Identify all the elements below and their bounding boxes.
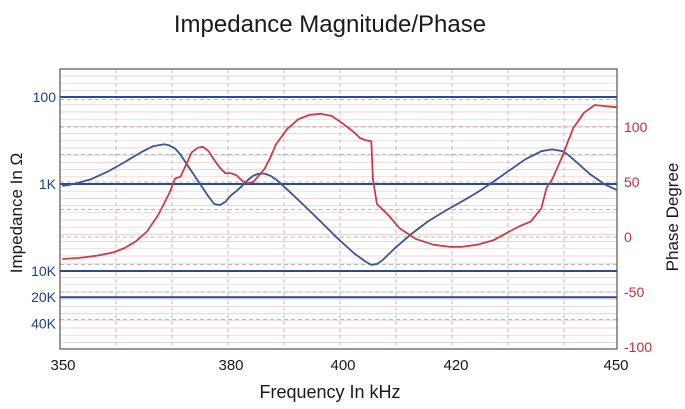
x-tick-label: 450 <box>603 357 628 374</box>
right-tick-label: 100 <box>624 119 648 135</box>
right-tick-label: 0 <box>624 229 632 245</box>
right-tick-label: -100 <box>624 339 652 355</box>
right-axis-title: Phase Degree <box>663 163 682 272</box>
plot-background <box>60 69 617 349</box>
impedance-series-line <box>62 143 617 266</box>
plot-border <box>59 68 618 350</box>
phase-series-line <box>62 104 617 260</box>
right-tick-label: -50 <box>624 284 644 300</box>
reference-lines <box>60 96 617 299</box>
tick-labels: 350 380 400 420 450 100 1K 10K 20K 40K 100 50 0 -50 -1… <box>31 89 652 374</box>
x-tick-label: 350 <box>50 357 75 374</box>
left-tick-label: 40K <box>31 315 57 331</box>
x-tick-label: 400 <box>330 357 355 374</box>
x-axis-title: Frequency In kHz <box>259 382 400 402</box>
right-tick-label: 50 <box>624 174 640 190</box>
grid <box>60 69 617 349</box>
left-axis-title: Impedance In Ω <box>7 153 26 273</box>
x-tick-label: 420 <box>443 357 468 374</box>
left-tick-label: 10K <box>31 263 57 279</box>
x-tick-label: 380 <box>218 357 243 374</box>
left-tick-label: 20K <box>31 289 57 305</box>
left-tick-label: 1K <box>39 176 57 192</box>
chart-title: Impedance Magnitude/Phase <box>174 11 486 38</box>
left-tick-label: 100 <box>33 89 57 105</box>
series <box>62 104 617 266</box>
